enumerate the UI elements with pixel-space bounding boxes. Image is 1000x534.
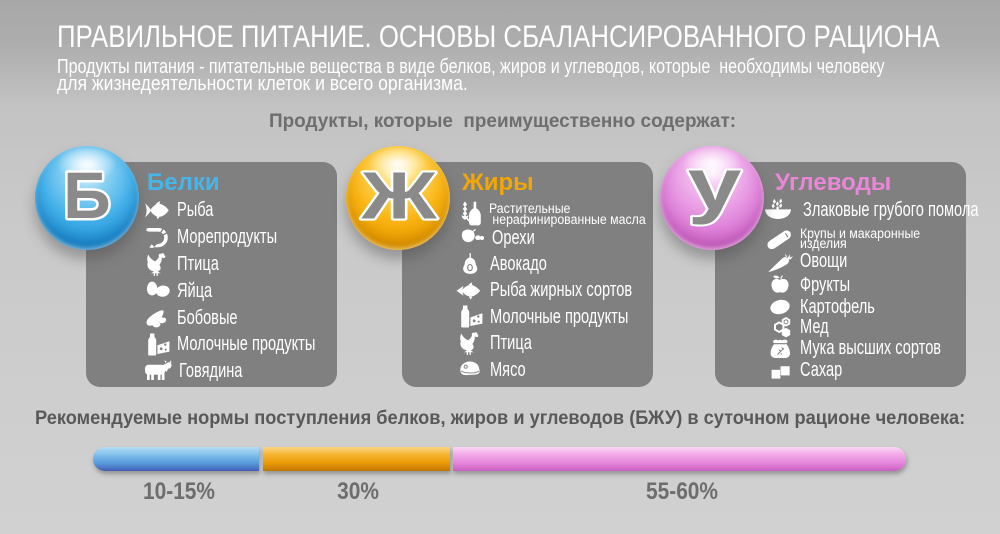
svg-text:Ж: Ж bbox=[360, 158, 437, 233]
svg-text:у: у bbox=[688, 146, 742, 226]
svg-text:Б: Б bbox=[63, 158, 110, 232]
